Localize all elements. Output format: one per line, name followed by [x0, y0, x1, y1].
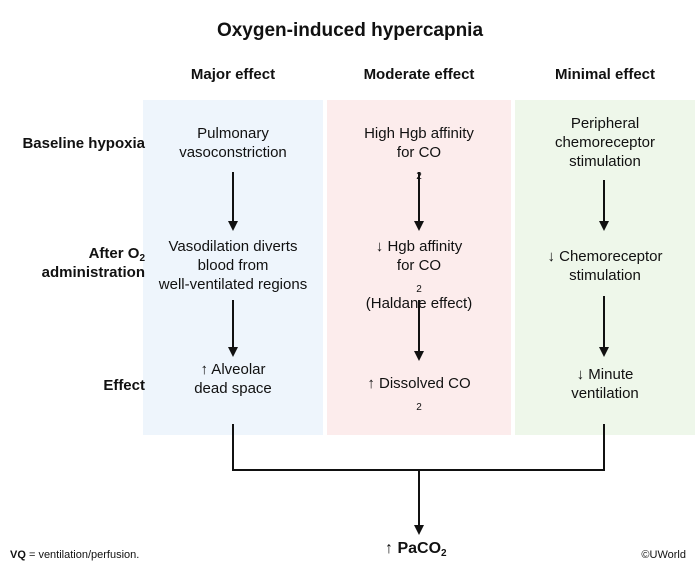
column-header-major: Major effect: [190, 66, 276, 83]
footnote: VQ = ventilation/perfusion.: [10, 549, 140, 561]
cell-major-effect: ↑ Alveolar dead space: [194, 361, 272, 397]
row-label-after-line1: After O2: [88, 245, 145, 264]
panel-moderate: [327, 100, 511, 435]
panel-major: [143, 100, 323, 435]
panel-minimal: [515, 100, 695, 435]
cell-major-baseline: Pulmonary vasoconstriction: [179, 125, 287, 161]
cell-moderate-after: ↓ Hgb affinity for CO 2 (Haldane effect): [365, 238, 473, 312]
row-label-after: After O2 administration: [0, 244, 145, 282]
cell-minimal-after: ↓ Chemoreceptor stimulation: [547, 248, 663, 284]
diagram-title: Oxygen-induced hypercapnia: [216, 20, 484, 41]
row-label-effect: Effect: [103, 377, 145, 394]
converging-bracket: [232, 424, 605, 471]
column-header-minimal: Minimal effect: [554, 66, 656, 83]
cell-minimal-effect: ↓ Minute ventilation: [571, 366, 639, 402]
cell-major-after: Vasodilation diverts blood from well-ven…: [158, 238, 308, 293]
cell-moderate-effect: ↑ Dissolved CO 2: [367, 375, 471, 413]
cell-minimal-baseline: Peripheral chemoreceptor stimulation: [554, 115, 656, 170]
row-label-after-line2: administration: [41, 264, 145, 281]
column-header-moderate: Moderate effect: [363, 66, 475, 83]
row-label-baseline: Baseline hypoxia: [22, 135, 145, 152]
copyright: ©UWorld: [641, 549, 686, 561]
result-paco2: ↑ PaCO2: [385, 540, 447, 559]
